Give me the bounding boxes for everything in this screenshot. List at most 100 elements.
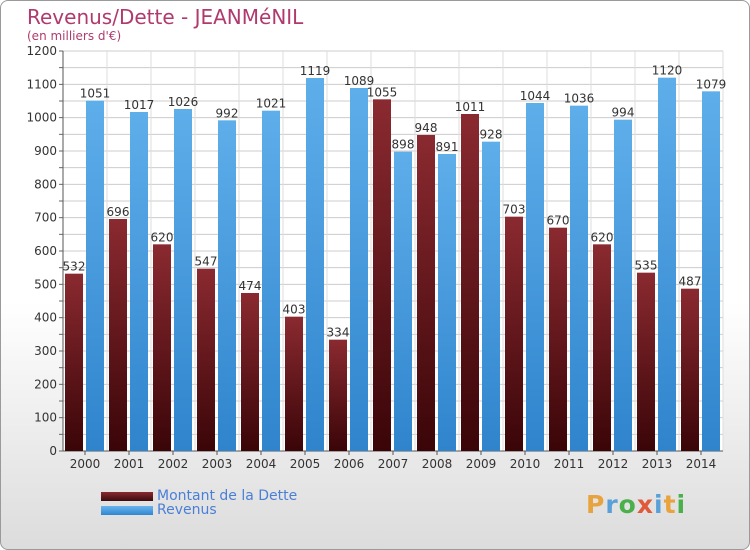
data-label-dette: 1011 [455,100,486,114]
data-label-dette: 547 [195,255,218,269]
y-tick-label: 800 [34,177,57,191]
bar-revenus [482,141,500,451]
y-tick-label: 600 [34,244,57,258]
data-label-dette: 403 [283,303,306,317]
bar-dette [153,244,171,451]
bar-dette [461,114,479,451]
bar-dette [505,216,523,451]
data-label-revenus: 992 [216,106,239,120]
data-label-dette: 696 [107,205,130,219]
logo-letter: o [618,490,637,519]
logo-letter: i [654,490,664,519]
bar-dette [197,268,215,451]
y-tick-label: 1200 [26,44,57,58]
x-tick-label: 2009 [466,457,497,471]
bar-dette [109,219,127,451]
y-tick-label: 1000 [26,111,57,125]
bar-dette [681,288,699,451]
legend-label-revenus: Revenus [157,502,217,518]
x-tick-label: 2004 [246,457,277,471]
bar-revenus [130,112,148,451]
bar-revenus [262,110,280,452]
data-label-dette: 703 [503,203,526,217]
x-tick-label: 2002 [158,457,189,471]
bar-dette [373,99,391,451]
y-tick-label: 100 [34,411,57,425]
bar-revenus [218,120,236,451]
y-tick-label: 900 [34,144,57,158]
y-tick-label: 1100 [26,77,57,91]
data-label-dette: 487 [679,275,702,289]
legend-label-dette: Montant de la Dette [157,488,298,504]
x-tick-label: 2013 [642,457,673,471]
data-label-revenus: 1026 [168,95,199,109]
data-label-revenus: 898 [392,138,415,152]
data-label-dette: 474 [239,279,262,293]
bar-revenus [570,105,588,452]
data-label-dette: 948 [415,121,438,135]
data-label-revenus: 1021 [256,97,287,111]
bar-revenus [702,91,720,451]
data-label-dette: 620 [591,230,614,244]
logo-letter: P [586,490,606,519]
y-tick-label: 300 [34,344,57,358]
data-label-revenus: 1079 [696,77,727,91]
chart-subtitle: (en milliers d'€) [27,29,122,43]
y-tick-label: 500 [34,277,57,291]
logo-letter: x [636,490,654,519]
bar-dette [593,244,611,451]
data-label-revenus: 1044 [520,89,551,103]
bar-revenus [614,119,632,452]
data-label-dette: 532 [63,260,86,274]
bar-dette [549,227,567,451]
x-tick-label: 2011 [554,457,585,471]
data-label-revenus: 1036 [564,92,595,106]
data-label-revenus: 1089 [344,74,375,88]
x-tick-label: 2014 [686,457,717,471]
bar-dette [329,339,347,451]
bar-revenus [174,109,192,451]
bar-dette [241,293,259,451]
legend-item-dette: Montant de la Dette [101,488,298,504]
x-tick-label: 2010 [510,457,541,471]
x-tick-label: 2006 [334,457,365,471]
bar-revenus [438,154,456,451]
data-label-revenus: 1017 [124,98,155,112]
data-label-revenus: 891 [436,140,459,154]
data-label-dette: 620 [151,230,174,244]
bar-dette [417,135,435,451]
legend-item-revenus: Revenus [101,502,217,518]
data-label-dette: 1055 [367,85,398,99]
bar-revenus [86,100,104,452]
proxiti-logo: Proxiti [586,490,686,519]
bar-revenus [350,88,368,451]
data-label-revenus: 1119 [300,64,331,78]
data-label-dette: 670 [547,214,570,228]
logo-letter: i [676,490,687,519]
logo-letter: t [663,490,677,519]
x-tick-label: 2001 [114,457,145,471]
bar-dette [65,273,83,451]
bar-dette [637,272,655,451]
x-tick-label: 2008 [422,457,453,471]
x-tick-label: 2003 [202,457,233,471]
data-label-revenus: 928 [480,128,503,142]
y-tick-label: 200 [34,377,57,391]
logo-letter: r [605,490,619,519]
y-tick-label: 400 [34,311,57,325]
bar-dette [285,316,303,451]
x-tick-label: 2005 [290,457,321,471]
y-tick-label: 0 [49,444,57,458]
legend-swatch-dette [101,491,153,501]
x-tick-label: 2012 [598,457,629,471]
data-label-revenus: 994 [612,106,635,120]
data-label-revenus: 1120 [652,64,683,78]
bar-revenus [658,77,676,452]
data-label-dette: 535 [635,259,658,273]
bar-revenus [526,103,544,451]
data-label-dette: 334 [327,326,350,340]
x-tick-label: 2000 [70,457,101,471]
chart-title: Revenus/Dette - JEANMéNIL [27,5,304,29]
